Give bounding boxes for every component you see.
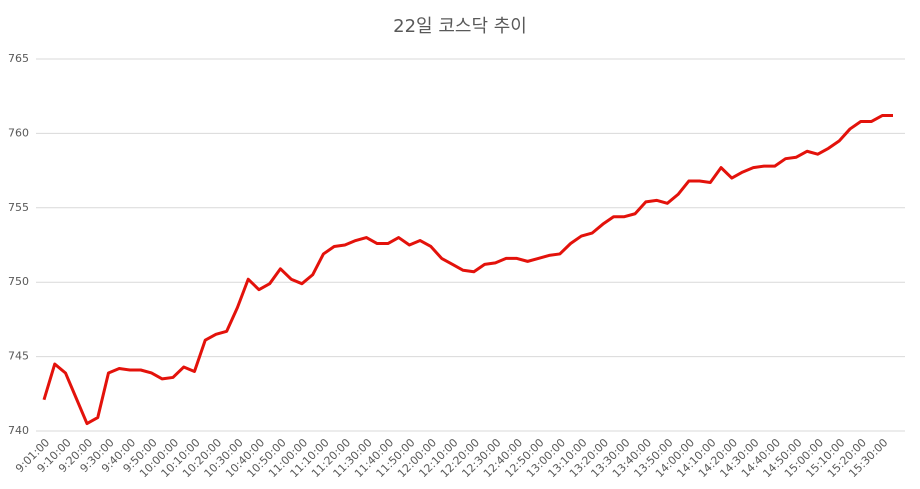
y-tick-label: 750: [8, 275, 29, 288]
y-tick-label: 740: [8, 424, 29, 437]
y-tick-label: 760: [8, 126, 29, 139]
y-tick-label: 745: [8, 350, 29, 363]
y-tick-label: 755: [8, 201, 29, 214]
y-tick-label: 765: [8, 52, 29, 65]
chart-title: 22일 코스닥 추이: [393, 16, 527, 37]
line-series: [42, 114, 893, 426]
